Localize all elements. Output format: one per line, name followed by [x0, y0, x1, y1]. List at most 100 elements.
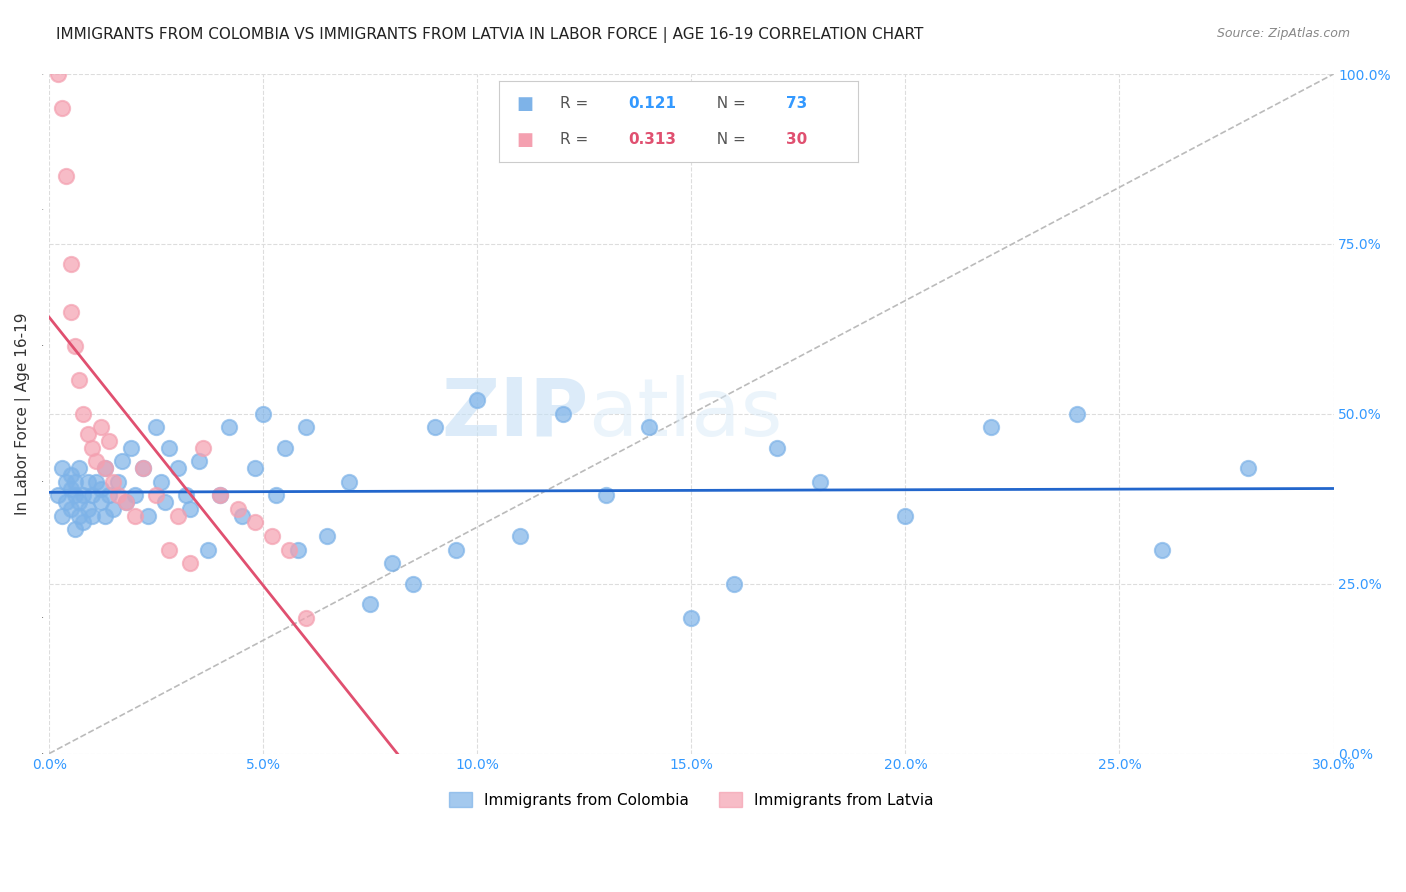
- Point: [894, 508, 917, 523]
- Point: [723, 576, 745, 591]
- Point: [218, 420, 240, 434]
- Point: [76, 475, 98, 489]
- Point: [76, 427, 98, 442]
- Point: [980, 420, 1002, 434]
- Point: [509, 529, 531, 543]
- Text: ZIP: ZIP: [441, 375, 589, 453]
- Point: [55, 169, 77, 183]
- Point: [157, 441, 180, 455]
- Point: [423, 420, 446, 434]
- Point: [179, 502, 201, 516]
- Point: [132, 461, 155, 475]
- Point: [260, 529, 283, 543]
- Point: [595, 488, 617, 502]
- Point: [295, 610, 318, 624]
- Point: [157, 542, 180, 557]
- Point: [402, 576, 425, 591]
- Point: [46, 67, 69, 81]
- Point: [67, 373, 90, 387]
- Point: [124, 508, 146, 523]
- Point: [1237, 461, 1260, 475]
- Point: [107, 488, 129, 502]
- Point: [46, 488, 69, 502]
- Point: [188, 454, 211, 468]
- Point: [63, 339, 86, 353]
- Point: [72, 407, 94, 421]
- Point: [243, 461, 266, 475]
- Text: IMMIGRANTS FROM COLOMBIA VS IMMIGRANTS FROM LATVIA IN LABOR FORCE | AGE 16-19 CO: IMMIGRANTS FROM COLOMBIA VS IMMIGRANTS F…: [56, 27, 924, 43]
- Text: Source: ZipAtlas.com: Source: ZipAtlas.com: [1216, 27, 1350, 40]
- Point: [359, 597, 381, 611]
- Point: [193, 441, 215, 455]
- Point: [766, 441, 789, 455]
- Point: [94, 508, 117, 523]
- Point: [252, 407, 274, 421]
- Point: [124, 488, 146, 502]
- Point: [94, 461, 117, 475]
- Point: [136, 508, 159, 523]
- Point: [115, 495, 138, 509]
- Point: [637, 420, 659, 434]
- Point: [166, 461, 188, 475]
- Point: [55, 495, 77, 509]
- Point: [295, 420, 318, 434]
- Point: [51, 508, 73, 523]
- Point: [179, 556, 201, 570]
- Point: [59, 257, 82, 271]
- Point: [59, 482, 82, 496]
- Point: [86, 475, 108, 489]
- Point: [67, 508, 90, 523]
- Point: [287, 542, 309, 557]
- Point: [444, 542, 467, 557]
- Point: [80, 508, 103, 523]
- Point: [316, 529, 339, 543]
- Point: [98, 488, 121, 502]
- Point: [55, 475, 77, 489]
- Point: [63, 488, 86, 502]
- Point: [1152, 542, 1174, 557]
- Point: [63, 475, 86, 489]
- Point: [67, 461, 90, 475]
- Point: [120, 441, 142, 455]
- Text: atlas: atlas: [589, 375, 783, 453]
- Point: [90, 495, 112, 509]
- Point: [72, 516, 94, 530]
- Point: [90, 482, 112, 496]
- Point: [166, 508, 188, 523]
- Point: [381, 556, 404, 570]
- Point: [63, 522, 86, 536]
- Point: [80, 488, 103, 502]
- Point: [145, 488, 167, 502]
- Point: [174, 488, 197, 502]
- Point: [59, 467, 82, 482]
- Point: [51, 101, 73, 115]
- Point: [551, 407, 574, 421]
- Point: [51, 461, 73, 475]
- Point: [145, 420, 167, 434]
- Point: [465, 393, 488, 408]
- Point: [149, 475, 172, 489]
- Point: [273, 441, 295, 455]
- Point: [59, 502, 82, 516]
- Point: [197, 542, 219, 557]
- Point: [337, 475, 360, 489]
- Point: [209, 488, 232, 502]
- Point: [86, 454, 108, 468]
- Point: [278, 542, 301, 557]
- Point: [209, 488, 232, 502]
- Point: [67, 495, 90, 509]
- Point: [132, 461, 155, 475]
- Point: [243, 516, 266, 530]
- Point: [153, 495, 176, 509]
- Legend: Immigrants from Colombia, Immigrants from Latvia: Immigrants from Colombia, Immigrants fro…: [443, 786, 941, 814]
- Y-axis label: In Labor Force | Age 16-19: In Labor Force | Age 16-19: [15, 312, 31, 515]
- Point: [94, 461, 117, 475]
- Point: [681, 610, 703, 624]
- Point: [115, 495, 138, 509]
- Point: [90, 420, 112, 434]
- Point: [264, 488, 287, 502]
- Point: [98, 434, 121, 448]
- Point: [111, 454, 134, 468]
- Point: [103, 502, 125, 516]
- Point: [72, 488, 94, 502]
